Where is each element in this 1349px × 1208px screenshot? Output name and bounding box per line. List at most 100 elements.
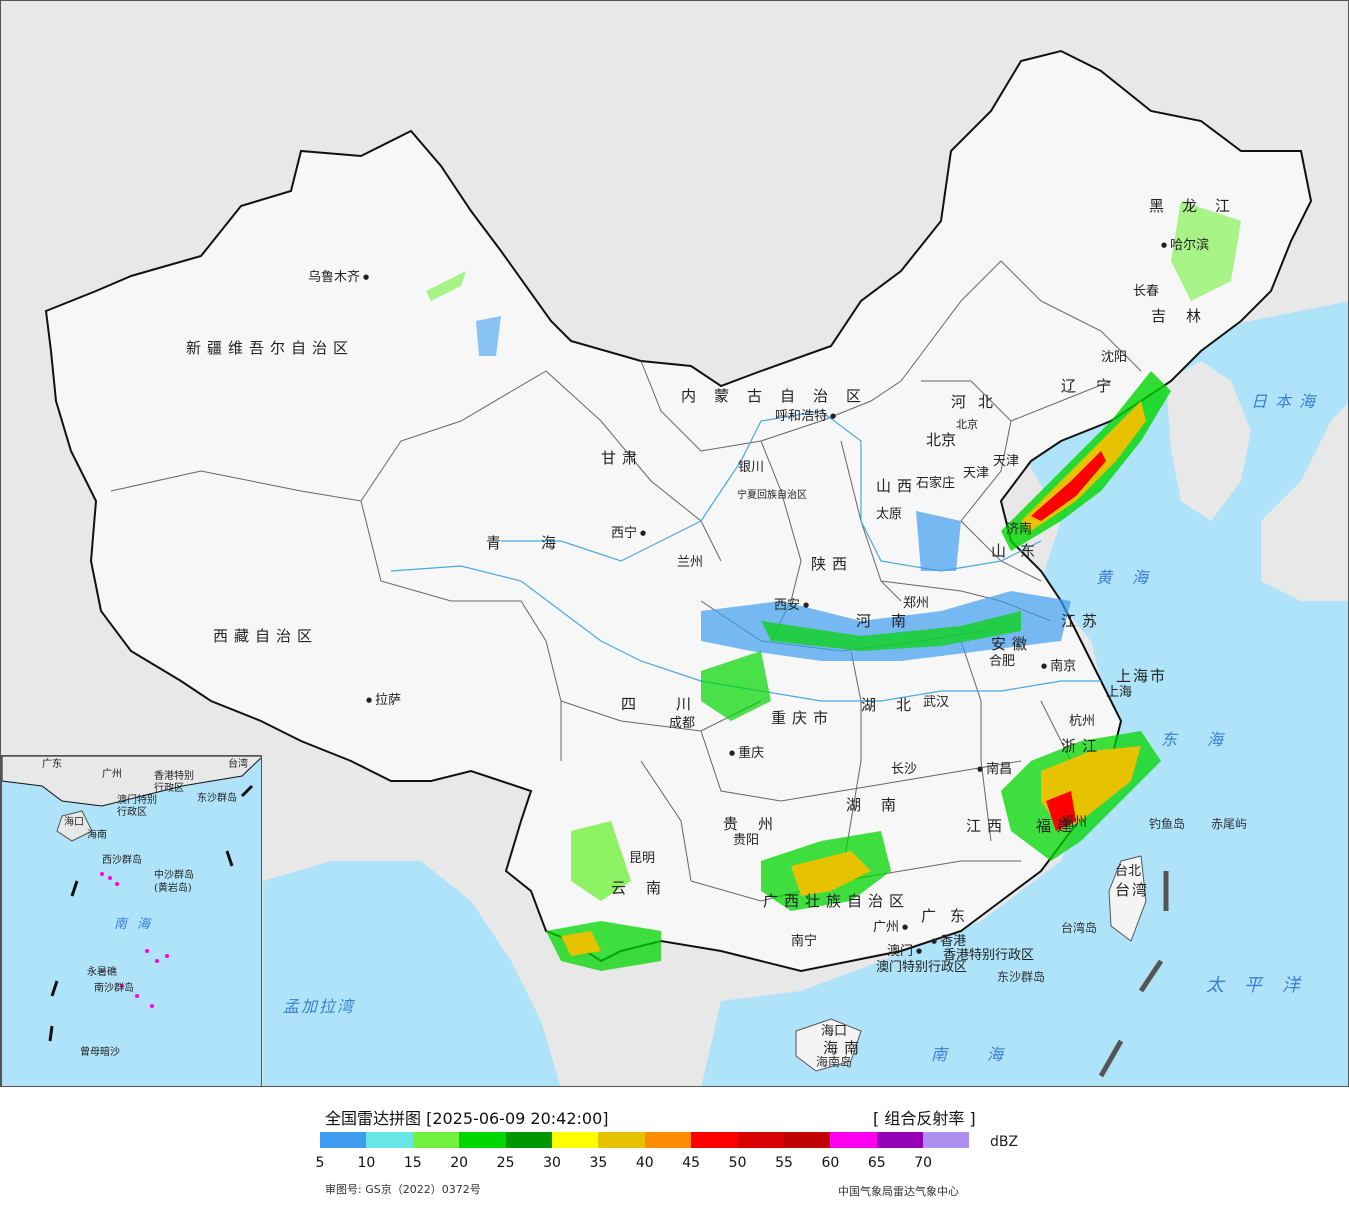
city-haikou: 海口 bbox=[821, 1024, 848, 1039]
inset-label-hk-2: 行政区 bbox=[154, 783, 184, 794]
legend-swatch-8 bbox=[691, 1132, 738, 1148]
inset-label-haikou: 海口 bbox=[64, 817, 84, 828]
label-macau-sar: 澳门特别行政区 bbox=[876, 960, 968, 975]
region-label-gansu: 甘肃 bbox=[601, 449, 644, 467]
region-label-shanghai: 上海市 bbox=[1116, 667, 1168, 685]
region-label-guangdong: 广东 bbox=[921, 907, 980, 925]
legend-tick-label: 25 bbox=[496, 1155, 515, 1171]
city-macau: 澳门 bbox=[887, 945, 922, 958]
legend-swatch-13 bbox=[923, 1132, 970, 1148]
legend-tick-label: 50 bbox=[728, 1155, 747, 1171]
city-guangzhou: 广州 bbox=[873, 921, 908, 934]
inset-label-nansha: 南沙群岛 bbox=[94, 983, 134, 994]
region-label-yunnan: 云南 bbox=[611, 879, 682, 897]
city-beijing: 北京 bbox=[926, 431, 957, 449]
inset-label-zhongsha: 中沙群岛 bbox=[154, 870, 194, 881]
island-hainan: 海南岛 bbox=[816, 1055, 853, 1069]
region-label-ningxia: 宁夏回族自治区 bbox=[737, 490, 807, 501]
sea-label-japan: 日本海 bbox=[1251, 392, 1324, 411]
region-label-jiangxi: 江西 bbox=[966, 817, 1009, 835]
city-lhasa: 拉萨 bbox=[366, 694, 401, 707]
region-label-shanxi: 山西 bbox=[876, 477, 919, 495]
region-label-heilongjiang: 黑龙江 bbox=[1149, 197, 1249, 215]
legend-tick-label: 70 bbox=[914, 1155, 933, 1171]
inset-base bbox=[2, 756, 261, 1042]
region-label-hebei: 河北 bbox=[951, 393, 1006, 411]
city-nanjing: 南京 bbox=[1041, 660, 1076, 673]
legend-unit: dBZ bbox=[990, 1134, 1019, 1150]
city-tianjin: 天津 bbox=[963, 466, 990, 481]
inset-label-dongsha: 东沙群岛 bbox=[197, 793, 237, 804]
legend-swatch-4 bbox=[505, 1132, 552, 1148]
legend-tick-label: 30 bbox=[543, 1155, 561, 1171]
inset-label-taiwan: 台湾 bbox=[228, 759, 248, 770]
inset-label-hainan: 海南 bbox=[87, 830, 107, 841]
inset-label-macau-1: 澳门特别 bbox=[117, 795, 157, 806]
inset-label-macau-2: 行政区 bbox=[117, 807, 147, 818]
island-diaoyu: 钓鱼岛 bbox=[1149, 817, 1186, 831]
city-harbin: 哈尔滨 bbox=[1161, 239, 1209, 252]
city-nanchang: 南昌 bbox=[977, 763, 1012, 776]
region-label-chongqing: 重庆市 bbox=[771, 709, 835, 727]
inset-label-xisha: 西沙群岛 bbox=[102, 855, 142, 866]
inset-label-nanhai: 南海 bbox=[114, 917, 161, 932]
sea-label-south-china: 南海 bbox=[931, 1045, 1044, 1064]
maritime-boundary bbox=[1098, 871, 1169, 1078]
region-label-guangxi: 广西壮族自治区 bbox=[763, 892, 911, 910]
sea-label-east: 东海 bbox=[1161, 730, 1254, 749]
region-label-anhui: 安徽 bbox=[991, 635, 1034, 653]
city-jinan: 济南 bbox=[1006, 522, 1033, 537]
footer-agency: 中国气象局雷达气象中心 bbox=[838, 1185, 959, 1198]
legend-swatch-7 bbox=[644, 1132, 692, 1148]
city-chengdu: 成都 bbox=[669, 716, 696, 731]
legend-swatch-2 bbox=[412, 1132, 460, 1148]
land-japan bbox=[1261, 403, 1348, 601]
region-label-liaoning: 辽宁 bbox=[1061, 377, 1132, 395]
legend-tick-label: 45 bbox=[682, 1155, 701, 1171]
inset-label-zengmu: 曾母暗沙 bbox=[80, 1047, 120, 1058]
label-hk-sar: 香港特别行政区 bbox=[943, 948, 1035, 963]
sea-label-bengal: 孟加拉湾 bbox=[283, 997, 356, 1016]
city-lanzhou: 兰州 bbox=[677, 555, 704, 570]
city-nanning: 南宁 bbox=[791, 934, 818, 949]
city-hongkong: 香港 bbox=[931, 935, 966, 948]
inset-label-guangdong: 广东 bbox=[42, 759, 62, 770]
inset-label-guangzhou: 广州 bbox=[102, 769, 122, 780]
city-xian: 西安 bbox=[774, 599, 809, 612]
legend-swatch-9 bbox=[737, 1132, 784, 1148]
region-label-jiangsu: 江苏 bbox=[1061, 612, 1104, 630]
legend-product: [ 组合反射率 ] bbox=[873, 1109, 976, 1128]
city-urumqi: 乌鲁木齐 bbox=[308, 271, 369, 284]
region-label-xinjiang: 新疆维吾尔自治区 bbox=[186, 339, 355, 357]
city-yinchuan: 银川 bbox=[738, 460, 765, 475]
region-label-zhejiang: 浙江 bbox=[1061, 737, 1104, 755]
legend-tick-label: 55 bbox=[775, 1155, 793, 1171]
city-fuzhou: 福州 bbox=[1061, 815, 1088, 830]
legend-tick-label: 20 bbox=[450, 1155, 469, 1171]
city-shijiazhuang: 石家庄 bbox=[916, 476, 956, 491]
region-label-tianjin: 天津 bbox=[993, 454, 1020, 469]
region-label-henan: 河南 bbox=[856, 612, 927, 630]
legend-swatch-5 bbox=[551, 1132, 599, 1148]
legend-swatch-10 bbox=[783, 1132, 831, 1148]
city-wuhan: 武汉 bbox=[923, 695, 950, 710]
city-zhengzhou: 郑州 bbox=[903, 596, 930, 611]
legend-swatch-11 bbox=[830, 1132, 877, 1148]
island-dongsha: 东沙群岛 bbox=[997, 970, 1046, 984]
city-hefei: 合肥 bbox=[989, 654, 1016, 669]
legend-swatch-6 bbox=[598, 1132, 645, 1148]
region-label-xizang: 西藏自治区 bbox=[213, 627, 319, 645]
legend-swatch-3 bbox=[459, 1132, 506, 1148]
city-guiyang: 贵阳 bbox=[733, 833, 760, 848]
region-label-hunan: 湖南 bbox=[846, 796, 917, 814]
legend-tick-label: 65 bbox=[867, 1155, 886, 1171]
city-xining: 西宁 bbox=[611, 527, 646, 540]
city-hohhot: 呼和浩特 bbox=[775, 410, 836, 423]
region-label-fujian: 福建 bbox=[1036, 817, 1079, 835]
city-taipei: 台北 bbox=[1115, 864, 1142, 879]
region-label-shandong: 山东 bbox=[991, 542, 1050, 560]
region-label-guizhou: 贵州 bbox=[723, 815, 794, 833]
inset-label-huangyan: (黄岩岛) bbox=[154, 883, 192, 894]
region-label-sichuan: 四川 bbox=[621, 695, 732, 713]
color-scale-bar bbox=[320, 1132, 970, 1148]
